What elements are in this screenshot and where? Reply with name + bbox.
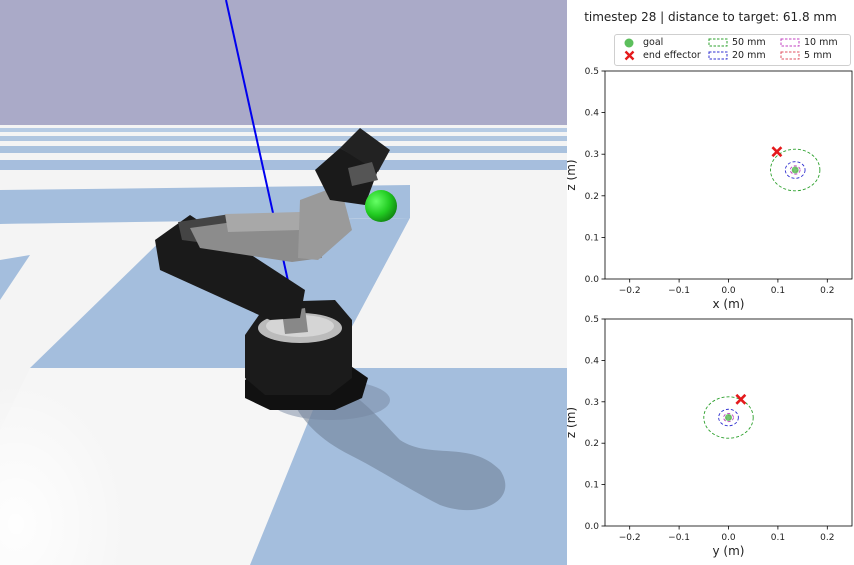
y-axis-label-0: z (m) bbox=[567, 159, 578, 190]
end-effector-marker-1 bbox=[735, 393, 747, 405]
end-effector-marker-0 bbox=[771, 146, 783, 158]
legend-5mm-label: 5 mm bbox=[804, 50, 832, 61]
y-tick-label-0-5: 0.5 bbox=[585, 67, 599, 77]
legend-20mm: 20 mm bbox=[708, 50, 766, 61]
y-axis-label-1: z (m) bbox=[567, 407, 578, 438]
y-tick-label-1-1: 0.1 bbox=[585, 481, 599, 491]
legend-20mm-label: 20 mm bbox=[732, 50, 766, 61]
legend-goal: goal bbox=[619, 37, 663, 48]
x-tick-label-1-0: −0.2 bbox=[619, 533, 641, 543]
simulation-viewport[interactable] bbox=[0, 0, 567, 565]
legend-10mm-label: 10 mm bbox=[804, 37, 838, 48]
x-tick-label-1-4: 0.2 bbox=[820, 533, 834, 543]
y-tick-label-0-1: 0.1 bbox=[585, 233, 599, 243]
x-tick-label-1-3: 0.1 bbox=[771, 533, 785, 543]
radius-ring-1-2 bbox=[723, 412, 734, 423]
x-tick-label-0-2: 0.0 bbox=[721, 286, 736, 296]
y-tick-label-0-3: 0.3 bbox=[585, 150, 599, 160]
radius-ring-0-0 bbox=[770, 148, 821, 192]
legend-10mm: 10 mm bbox=[780, 37, 838, 48]
figure-title: timestep 28 | distance to target: 61.8 m… bbox=[584, 10, 837, 24]
radius-ring-0-2 bbox=[789, 165, 801, 175]
plot-frame-1 bbox=[604, 318, 853, 527]
sky bbox=[0, 0, 567, 128]
x-tick-label-1-1: −0.1 bbox=[668, 533, 690, 543]
legend-end-effector: end effector bbox=[619, 50, 701, 61]
x-tick-label-0-3: 0.1 bbox=[771, 286, 785, 296]
legend-50mm-label: 50 mm bbox=[732, 37, 766, 48]
radius-ring-0-1 bbox=[784, 161, 806, 179]
yz-plot[interactable]: −0.2 −0.1 0.0 0.1 0.2 0.0 0.1 0.2 0.3 0.4 0.5 y (m)… bbox=[567, 0, 854, 565]
robot-arm[interactable] bbox=[155, 128, 390, 410]
y-tick-label-0-2: 0.2 bbox=[585, 192, 599, 202]
radius-ring-1-1 bbox=[718, 408, 739, 427]
radius-ring-1-0 bbox=[703, 396, 754, 439]
goal-marker-0 bbox=[791, 166, 799, 174]
x-tick-label-0-0: −0.2 bbox=[619, 286, 641, 296]
y-tick-label-0-4: 0.4 bbox=[585, 109, 600, 119]
x-axis-label-1: y (m) bbox=[713, 544, 745, 558]
y-tick-label-1-2: 0.2 bbox=[585, 439, 599, 449]
x-tick-label-1-2: 0.0 bbox=[721, 533, 736, 543]
plot-panel: timestep 28 | distance to target: 61.8 m… bbox=[567, 0, 854, 565]
goal-marker-1 bbox=[725, 414, 732, 422]
x-tick-label-0-1: −0.1 bbox=[668, 286, 690, 296]
x-axis-label-0: x (m) bbox=[713, 297, 745, 311]
y-tick-label-0-0: 0.0 bbox=[585, 275, 600, 285]
xz-plot[interactable]: −0.2 −0.1 0.0 0.1 0.2 0.0 0.1 0.2 0.3 0.4 0.5 x (m)… bbox=[567, 0, 854, 312]
y-tick-label-1-3: 0.3 bbox=[585, 398, 599, 408]
legend-end-effector-label: end effector bbox=[643, 50, 701, 61]
legend-goal-label: goal bbox=[643, 37, 664, 48]
legend-5mm: 5 mm bbox=[780, 50, 832, 61]
y-tick-label-1-4: 0.4 bbox=[585, 356, 600, 366]
x-tick-label-0-4: 0.2 bbox=[820, 286, 834, 296]
y-tick-label-1-5: 0.5 bbox=[585, 315, 599, 325]
y-tick-label-1-0: 0.0 bbox=[585, 522, 600, 532]
legend: goal end effector 50 mm 20 mm 10 mm 5 mm bbox=[614, 34, 851, 66]
target-sphere bbox=[365, 190, 397, 222]
legend-50mm: 50 mm bbox=[708, 37, 766, 48]
